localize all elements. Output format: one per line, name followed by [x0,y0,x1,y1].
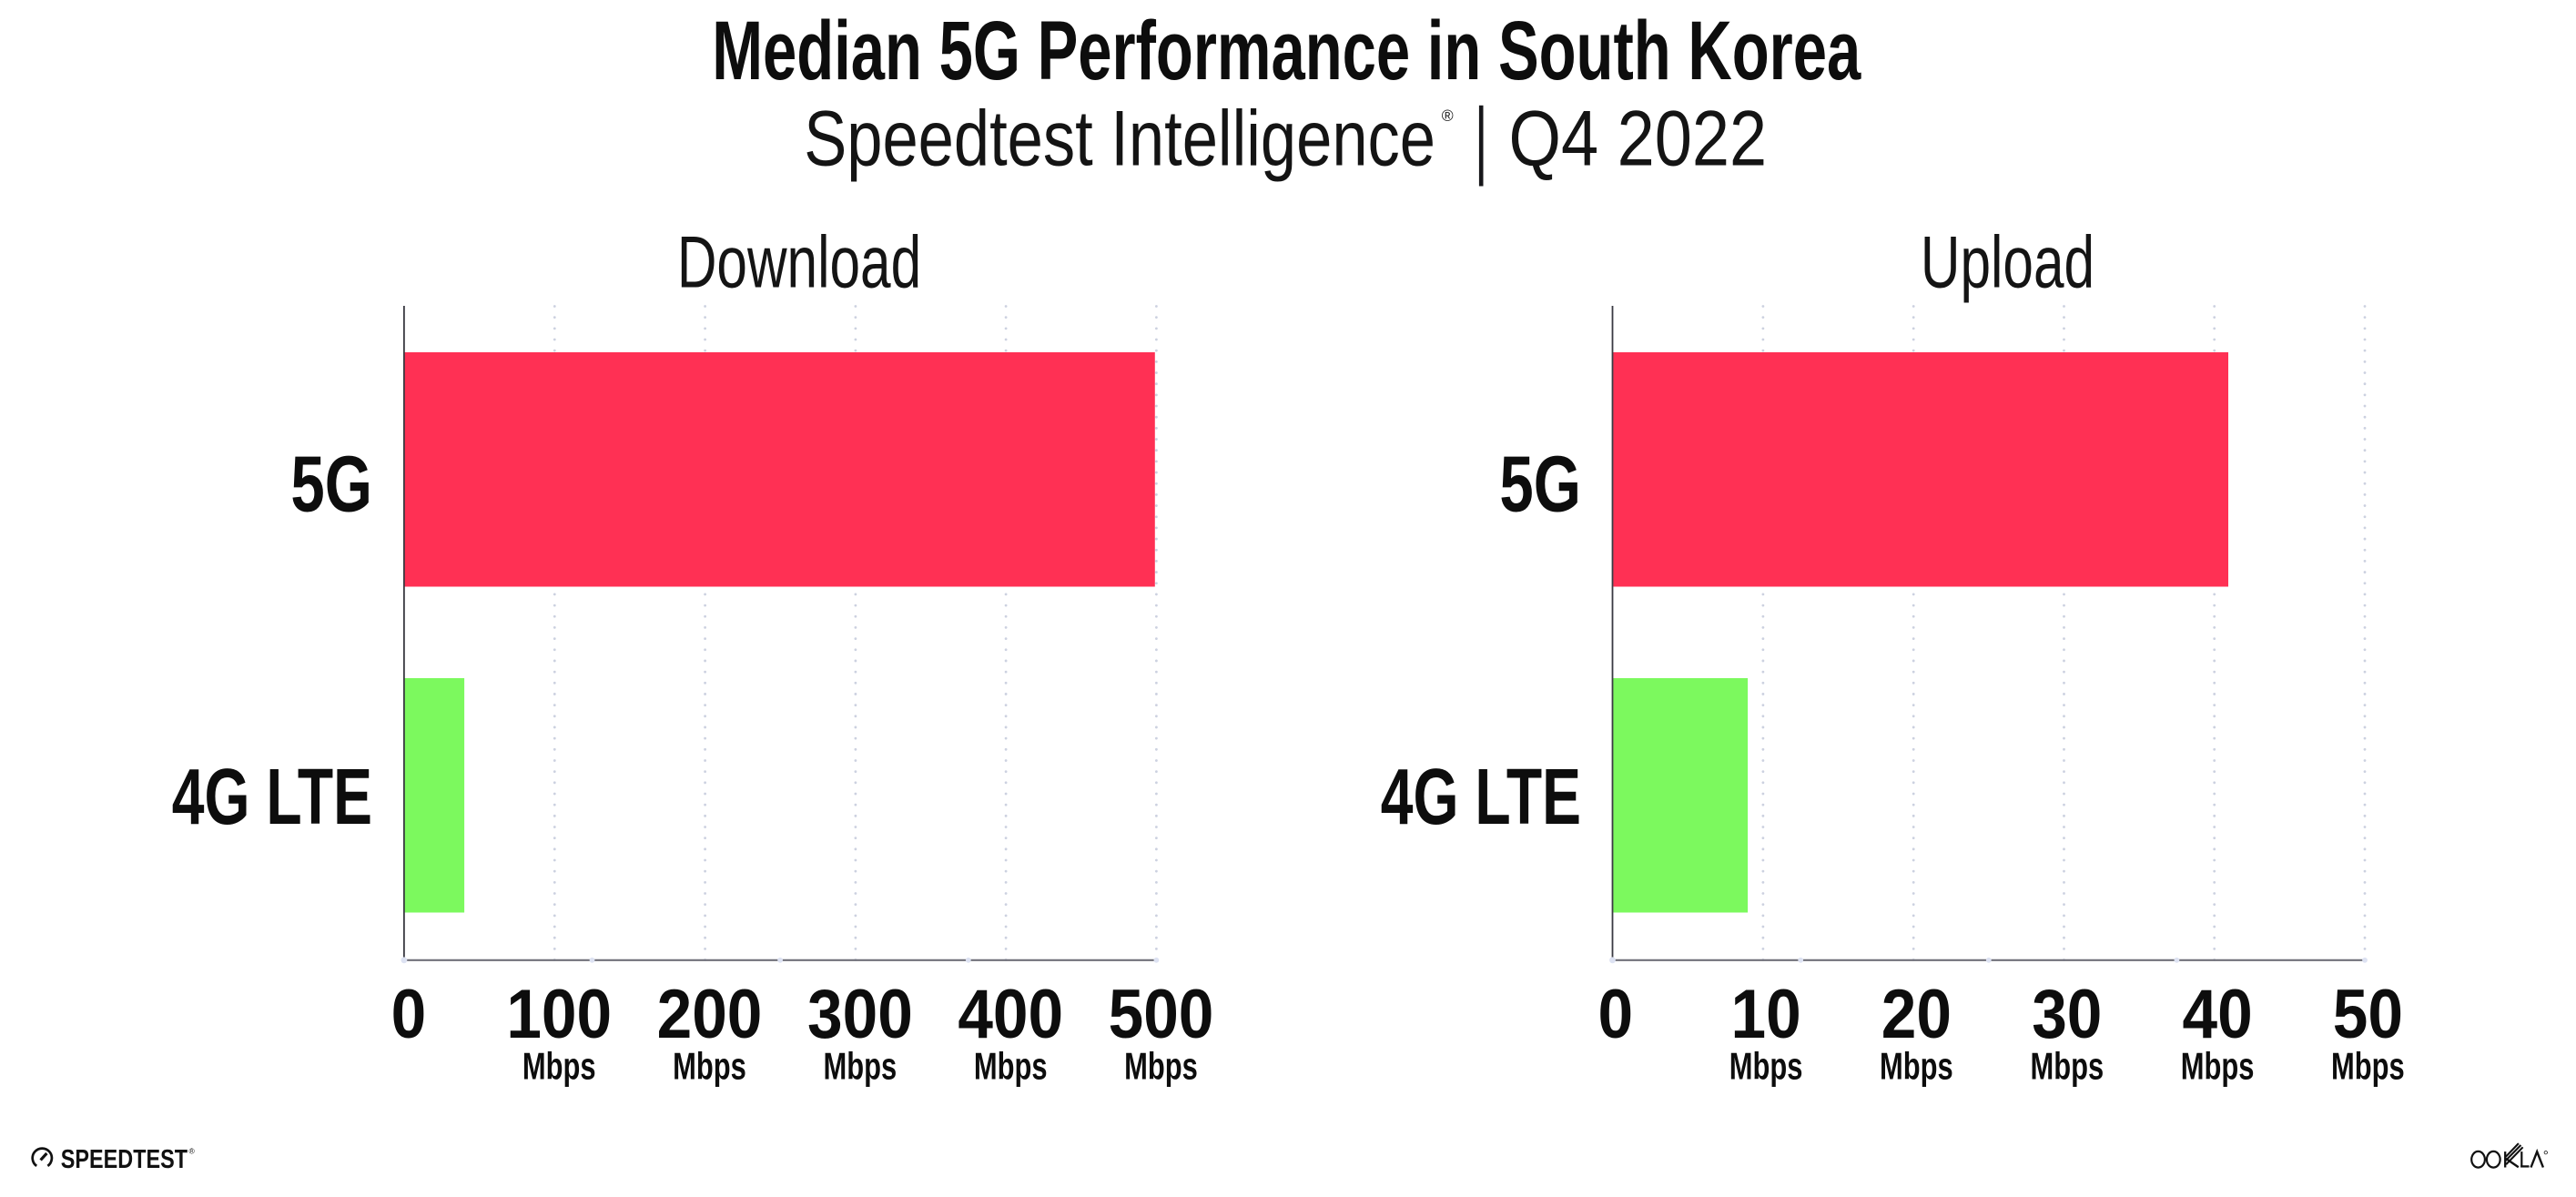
svg-text:Mbps: Mbps [2030,1045,2104,1087]
svg-text:40: 40 [2183,976,2253,1053]
svg-text:Q4 2022: Q4 2022 [1509,94,1768,182]
svg-text:50: 50 [2333,976,2403,1053]
svg-text:Mbps: Mbps [824,1045,898,1087]
svg-text:Mbps: Mbps [1729,1045,1803,1087]
svg-text:30: 30 [2032,976,2102,1053]
svg-text:®: ® [189,1147,196,1156]
svg-text:Median 5G Performance in South: Median 5G Performance in South Korea [712,5,1861,98]
svg-text:Mbps: Mbps [2331,1045,2405,1087]
svg-text:500: 500 [1109,976,1214,1053]
svg-text:Mbps: Mbps [974,1045,1048,1087]
svg-text:Speedtest Intelligence: Speedtest Intelligence [804,95,1435,182]
svg-text:4G LTE: 4G LTE [172,754,372,842]
svg-text:Mbps: Mbps [1880,1045,1953,1087]
svg-text:5G: 5G [290,441,372,528]
svg-text:Download: Download [677,221,921,304]
svg-text:®: ® [1442,107,1454,125]
svg-text:300: 300 [807,976,913,1053]
svg-text:Mbps: Mbps [1124,1045,1198,1087]
svg-text:Mbps: Mbps [2181,1045,2255,1087]
svg-text:20: 20 [1881,976,1952,1053]
svg-text:SPEEDTEST: SPEEDTEST [61,1144,188,1174]
svg-text:100: 100 [506,976,612,1053]
svg-text:Mbps: Mbps [673,1045,746,1087]
svg-text:0: 0 [391,976,427,1053]
svg-text:Upload: Upload [1921,221,2094,304]
svg-text:4G LTE: 4G LTE [1381,754,1581,842]
svg-text:10: 10 [1731,976,1801,1053]
svg-text:0: 0 [1597,976,1633,1053]
svg-text:400: 400 [958,976,1063,1053]
svg-text:5G: 5G [1499,441,1581,528]
svg-text:200: 200 [657,976,763,1053]
svg-text:Mbps: Mbps [522,1045,596,1087]
